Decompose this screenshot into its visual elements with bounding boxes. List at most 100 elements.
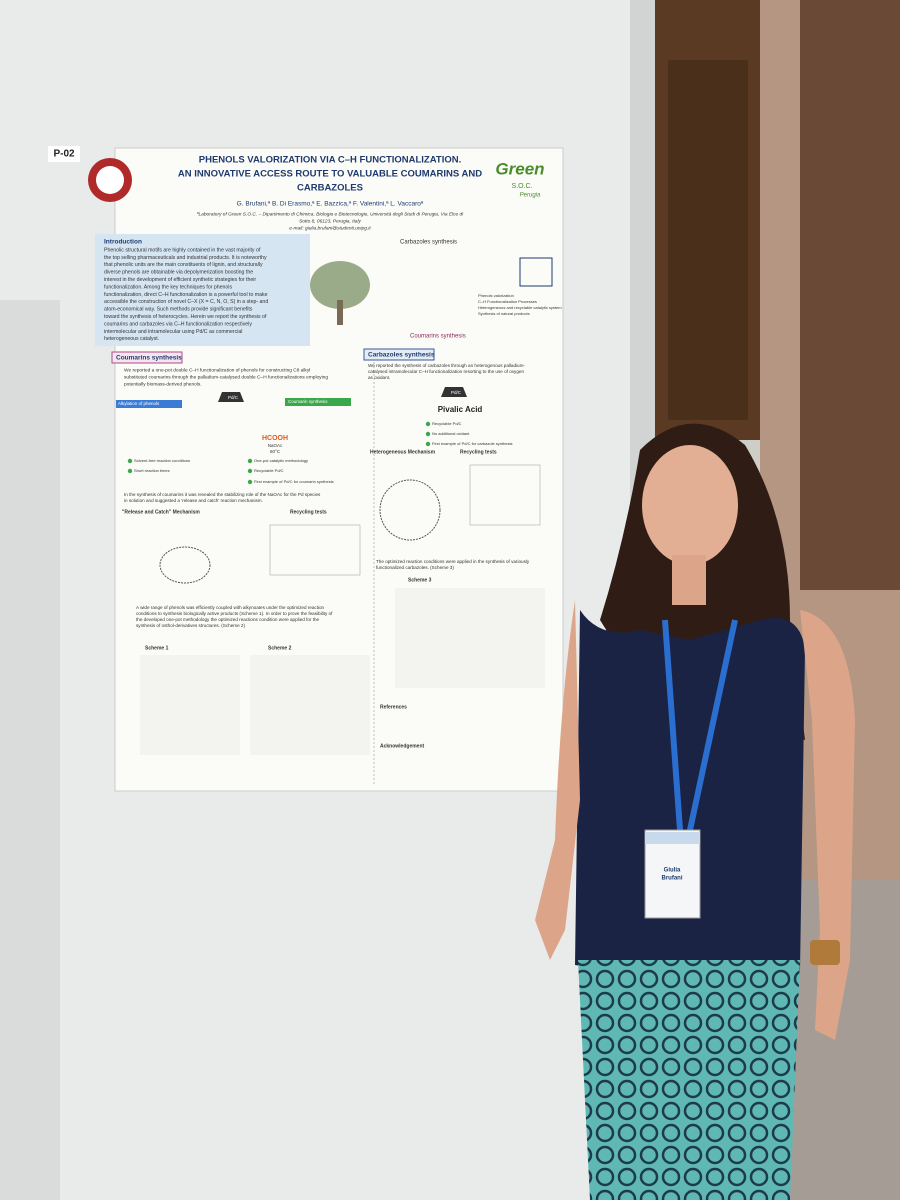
poster-number: P-02 [53,149,75,160]
top [575,610,805,977]
neck [672,555,706,605]
text-line: the top selling pharmaceuticals and indu… [104,255,267,261]
check-icon [247,458,253,464]
text-line: in solution and suggested a 'release and… [124,498,263,503]
text-line: the developed one-pot methodology the op… [136,617,320,622]
arm [535,600,580,960]
coumarins-text: A wide range of phenols was efficiently … [136,605,333,628]
step-bar [285,398,351,406]
text-line: heterogeneous catalyst. [104,336,159,342]
text-line: We reported a one-pot double C–H functio… [124,367,310,373]
bullet-text: Synthesis of natural products [478,311,530,316]
chart-frame [469,464,541,526]
text-line: interest in the development of efficient… [104,277,256,283]
checks: Solvent-free reaction conditions Short re… [127,458,334,485]
text-line: potentially biomass-derived phenols. [124,381,202,387]
carbazoles-text: The optimized reaction conditions were a… [376,559,530,570]
check-text: Recyclable Pd/C [254,468,284,473]
check-icon [425,431,431,437]
poster: P-02 PHENOLS VALORIZATION VIA C–H FUNCTI… [48,146,564,792]
badge-header [645,832,700,844]
bullet-text: Heterogeneous and recyclable catalytic s… [478,305,562,310]
logo-text: Green [495,159,544,178]
authors: G. Brufani,ª B. Di Erasmo,ª E. Bazzica,ª… [237,201,424,208]
watch [810,940,840,965]
poster-title: AN INNOVATIVE ACCESS ROUTE TO VALUABLE C… [178,169,482,180]
reagent: HCOOH [262,435,288,442]
text-line: A wide range of phenols was efficiently … [136,605,325,610]
number-tag [48,146,80,162]
pants [578,960,800,1200]
text-line: Phenolic structural motifs are highly co… [104,247,261,253]
cycle-diagram [379,479,441,541]
text-line: We reported the synthesis of carbazoles … [368,363,525,368]
text-line: coumarins and carbazoles via C–H functio… [104,321,252,327]
subheading: "Release and Catch" Mechanism [122,509,200,515]
carbazoles-heading: Carbazoles synthesis [368,352,435,359]
check-text: First example of Pd/C for carbazole synt… [432,441,512,446]
intro-text: Phenolic structural motifs are highly co… [104,247,268,342]
flask-icon [218,392,244,402]
check-text: Solvent-free reaction conditions [134,458,190,463]
scheme-area [250,655,370,755]
intro-box [95,234,310,346]
face [642,445,738,565]
text-line: atom-economical way. Such methods provid… [104,307,253,313]
text-line: that phenolic units are the main constit… [104,262,263,268]
affiliation: Sotto 8, 06123, Perugia, Italy [299,218,361,224]
scheme-label: Scheme 1 [145,645,169,651]
badge-name: Giulia [664,868,681,874]
affiliation: e-mail: giulia.brufani@studenti.unipg.it [289,225,371,231]
lanyard [662,619,738,831]
text-line: catalysed intramolecular C–H functionali… [368,369,524,374]
text-line: functionalized carbazoles. (Scheme 3) [376,565,454,570]
scheme-area [140,655,240,755]
text-line: intermolecular and intramolecular using … [104,329,242,335]
step-label: Coumarin synthesis [288,399,328,404]
check-icon [247,479,253,485]
poster-title: CARBAZOLES [297,183,363,194]
scheme-label: Carbazoles synthesis [400,240,457,246]
reagent: NaOAc [268,443,283,448]
text-line: In the synthesis of coumarins it was rev… [124,492,321,497]
check-icon [247,468,253,474]
check-icon [425,421,431,427]
panel-edge [0,300,60,1200]
catalyst-label: Pd/C [228,395,239,400]
scheme-label: Scheme 2 [268,645,292,651]
text-line: substituted coumarins through the pallad… [124,374,328,380]
text-line: synthesis of osthol-derivatives structur… [136,623,245,628]
check-text: No additional oxidant [432,431,470,436]
coumarins-text: We reported a one-pot double C–H functio… [124,367,328,387]
section-header [111,351,183,364]
step-bar [116,400,182,408]
check-text: One-pot catalytic methodology [254,458,308,463]
affiliation: ªLaboratory of Green S.O.C. – Dipartimen… [197,211,464,217]
scheme-area [395,588,545,688]
check-icon [127,458,133,464]
poster-title: PHENOLS VALORIZATION VIA C–H FUNCTIONALI… [199,155,461,166]
reagent: Pivalic Acid [438,405,483,414]
chart-frame [269,524,361,576]
coumarins-text: In the synthesis of coumarins it was rev… [124,492,321,503]
badge [644,829,701,919]
subheading: Heterogeneous Mechanism [370,449,436,455]
check-icon [127,468,133,474]
check-text: First example of Pd/C for coumarin synth… [254,479,334,484]
text-line: diverse phenols are obtainable via depol… [104,270,253,276]
check-text: Short reaction times [134,468,170,473]
check-text: Recyclable Pd/C [432,421,462,426]
step-label: Alkylation of phenols [118,401,160,406]
text-line: functionalization. Among the key techniq… [104,284,232,290]
check-icon [425,441,431,447]
badge-name: Brufani [662,876,683,882]
text-line: toward the synthesis of heterocycles. He… [104,314,267,320]
section-header [363,348,435,361]
logo-text: Perugia [520,193,541,199]
text-line: conditions to synthesis biologically act… [136,611,333,616]
subheading: Recycling tests [460,449,497,455]
flask-icon [441,387,467,397]
text-line: functionalization, direct C–H functional… [104,292,268,298]
text-line: as oxidant. [368,375,390,380]
